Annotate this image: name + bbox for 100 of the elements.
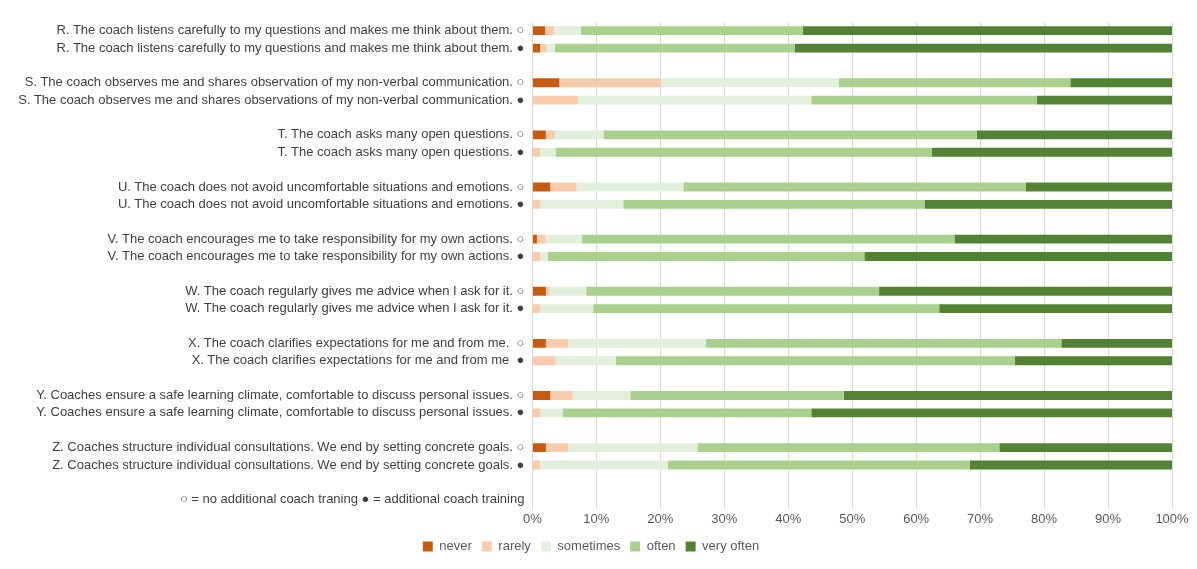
bar [532, 391, 551, 400]
bar [593, 304, 940, 314]
bar [532, 304, 541, 314]
bar [705, 338, 1062, 348]
y-tick-label: Y. Coaches ensure a safe learning climate, comfortable to discuss personal issues. ○ [36, 387, 525, 403]
bar [924, 199, 1172, 209]
legend-label: often [646, 538, 676, 554]
bar [546, 43, 555, 53]
bar [532, 443, 546, 453]
bar [532, 338, 546, 348]
y-tick-label: R. The coach listens carefully to my questions and makes me think about them. ● [56, 39, 525, 55]
x-tick-label: 40% [775, 510, 802, 526]
bar [615, 356, 1015, 366]
bar [555, 356, 616, 366]
bar [540, 147, 556, 157]
bar [532, 252, 541, 261]
bar [545, 130, 555, 140]
bar [532, 356, 556, 366]
y-tick-label: S. The coach observes me and shares observations of my non-verbal communication. ● [18, 91, 525, 107]
x-tick-label: 50% [839, 510, 866, 526]
x-tick-label: 20% [647, 510, 674, 526]
legend-label: never [439, 538, 473, 554]
bar [811, 408, 1172, 418]
bar [969, 460, 1172, 470]
bar [683, 182, 1026, 192]
y-tick-label: Y. Coaches ensure a safe learning climate, comfortable to discuss personal issues. ● [36, 404, 525, 420]
bar [1070, 78, 1172, 88]
bar [549, 286, 587, 296]
legend-label: rarely [498, 538, 532, 554]
bar [976, 130, 1172, 140]
bar [660, 78, 839, 88]
x-tick-label: 80% [1031, 510, 1058, 526]
bar [532, 234, 537, 244]
bar [838, 78, 1071, 88]
y-tick-label: U. The coach does not avoid uncomfortable situations and emotions. ○ [117, 178, 525, 194]
legend-label: very often [702, 538, 760, 554]
bar [794, 43, 1172, 53]
bar [532, 26, 546, 36]
bar [536, 234, 546, 244]
bar [554, 43, 795, 53]
bar [668, 460, 970, 470]
bar [540, 252, 548, 261]
bar [532, 286, 546, 296]
bar [697, 443, 1000, 453]
bar [999, 443, 1172, 453]
x-tick-label: 0% [523, 510, 543, 526]
bar [1014, 356, 1172, 366]
bar [864, 252, 1172, 261]
bar [954, 234, 1172, 244]
bar [550, 182, 577, 192]
bar [1061, 338, 1172, 348]
bar [623, 199, 925, 209]
bar [554, 26, 582, 36]
y-tick-label: U. The coach does not avoid uncomfortable situations and emotions. ● [117, 195, 525, 211]
x-tick-label: 30% [711, 510, 738, 526]
bar [559, 78, 661, 88]
bar [939, 304, 1172, 314]
bar [581, 26, 803, 36]
y-tick-label: Z. Coaches structure individual consultations. We end by setting concrete goals. ● [52, 456, 525, 472]
x-tick-label: 90% [1095, 510, 1122, 526]
bar [532, 95, 578, 105]
y-tick-label: R. The coach listens carefully to my questions and makes me think about them. ○ [56, 22, 525, 38]
bar [843, 391, 1172, 400]
bar [532, 408, 541, 418]
x-tick-label: 10% [583, 510, 610, 526]
legend-label: sometimes [557, 538, 621, 554]
y-tick-label: V. The coach encourages me to take responsibility for my own actions. ● [107, 248, 525, 264]
bar [540, 408, 563, 418]
bar [555, 147, 932, 157]
bar [1025, 182, 1172, 192]
y-tick-label: T. The coach asks many open questions. ● [277, 143, 525, 159]
x-tick-label: 60% [903, 510, 930, 526]
bar [562, 408, 812, 418]
y-tick-label: ○ = no additional coach traning ● = additional coach training [179, 491, 525, 507]
x-tick-label: 100% [1155, 510, 1190, 526]
bar [603, 130, 977, 140]
y-tick-label: T. The coach asks many open questions. ○ [277, 126, 525, 142]
bar [540, 199, 624, 209]
bar [545, 26, 555, 36]
bar [568, 443, 698, 453]
bar [540, 460, 669, 470]
bar [879, 286, 1172, 296]
bar [581, 234, 955, 244]
bar [550, 391, 573, 400]
bar [545, 234, 582, 244]
bar [576, 182, 684, 192]
bar [545, 286, 550, 296]
bar [545, 338, 569, 348]
bar [572, 391, 631, 400]
bar [532, 147, 541, 157]
bar [630, 391, 844, 400]
y-tick-label: W. The coach regularly gives me advice when I ask for it. ● [185, 300, 525, 316]
bar [547, 252, 865, 261]
bar [586, 286, 880, 296]
bar [554, 130, 604, 140]
y-tick-label: X. The coach clarifies expectations for me and from me ● [191, 352, 525, 368]
bar [532, 130, 546, 140]
x-tick-label: 70% [967, 510, 994, 526]
bar [545, 443, 569, 453]
y-tick-label: Z. Coaches structure individual consultations. We end by setting concrete goals. ○ [52, 439, 525, 455]
